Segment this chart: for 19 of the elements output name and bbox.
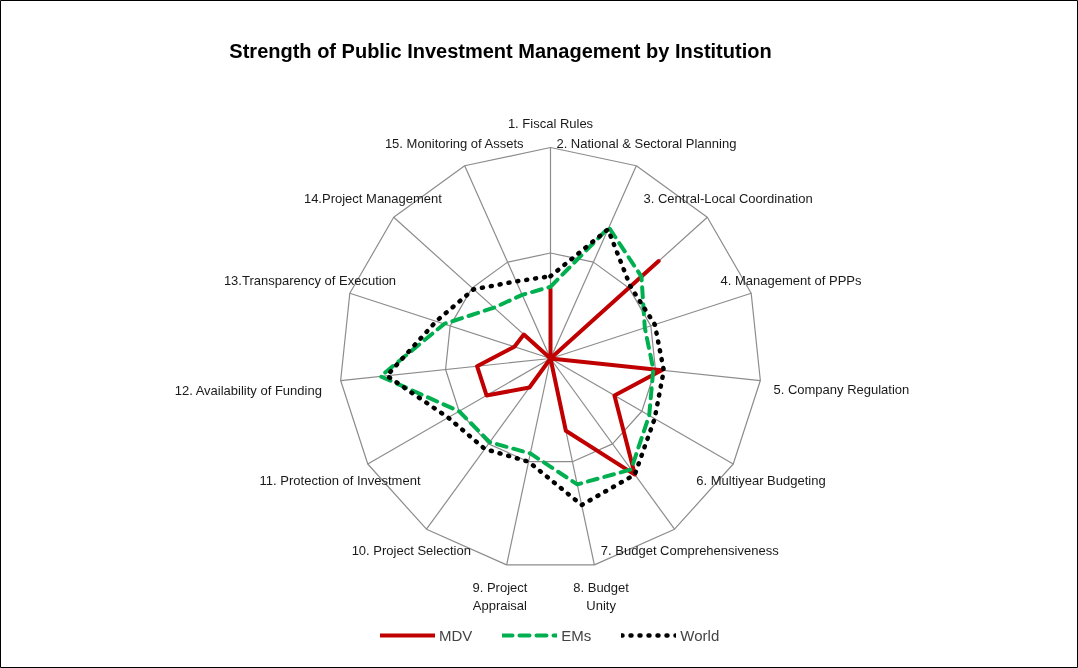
spoke-label: 15. Monitoring of Assets bbox=[384, 135, 525, 151]
spoke-label: 14.Project Management bbox=[303, 191, 443, 207]
spoke-label: 6. Multiyear Budgeting bbox=[696, 472, 826, 488]
spoke-label: 8. Budget Unity bbox=[573, 580, 630, 613]
spoke-label: 9. Project Appraisal bbox=[472, 580, 528, 613]
spoke-label: 4. Management of PPPs bbox=[720, 272, 862, 288]
spoke-label: 12. Availability of Funding bbox=[174, 382, 322, 398]
chart-title: Strength of Public Investment Management by Institution bbox=[229, 39, 772, 62]
spoke-label: 11. Protection of Investment bbox=[259, 472, 421, 488]
spoke-label: 5. Company Regulation bbox=[773, 381, 910, 397]
spoke-label: 2. National & Sectoral Planning bbox=[556, 135, 737, 151]
legend-label: World bbox=[680, 626, 720, 644]
spoke-label: 13.Transparency of Execution bbox=[223, 272, 397, 288]
spoke-label: 7. Budget Comprehensiveness bbox=[600, 542, 780, 558]
spoke-label: 10. Project Selection bbox=[351, 542, 471, 558]
spoke-label: 1. Fiscal Rules bbox=[507, 116, 594, 131]
legend-label: MDV bbox=[439, 626, 473, 644]
legend-label: EMs bbox=[561, 626, 592, 644]
spoke-label: 3. Central-Local Coordination bbox=[643, 191, 813, 207]
